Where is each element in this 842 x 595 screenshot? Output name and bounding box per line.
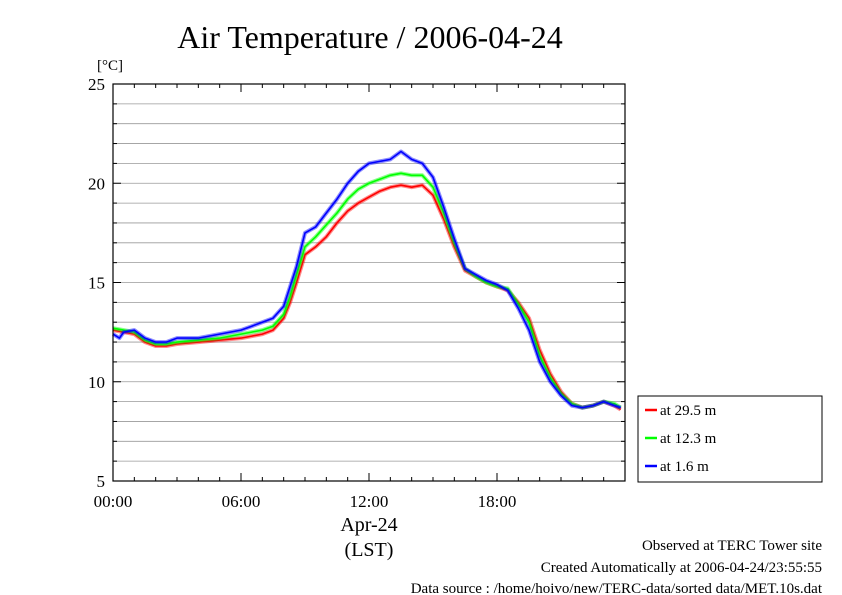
legend-label: at 12.3 m [660, 431, 717, 447]
legend: at 29.5 m at 12.3 m at 1.6 m [637, 395, 823, 483]
axis-ticks: 5 10 15 20 25 00:00 06:00 12:00 18:00 [88, 75, 626, 511]
x-tick-label: 00:00 [94, 492, 133, 511]
footer-created: Created Automatically at 2006-04-24/23:5… [541, 560, 822, 576]
series-line-halo [112, 183, 622, 412]
series-0 [112, 183, 622, 412]
y-axis-unit: [°C] [97, 58, 123, 74]
grid-lines [113, 103, 625, 462]
x-tick-label: 12:00 [350, 492, 389, 511]
series-layer [111, 149, 622, 412]
x-tick-label: 18:00 [478, 492, 517, 511]
y-tick-label: 5 [97, 472, 106, 491]
series-line [112, 184, 622, 411]
series-2 [111, 149, 622, 410]
legend-label: at 1.6 m [660, 459, 709, 475]
y-tick-label: 20 [88, 174, 105, 193]
y-tick-label: 25 [88, 75, 105, 94]
y-tick-label: 15 [88, 274, 105, 293]
legend-box [637, 395, 823, 483]
x-date-label: Apr-24 [340, 514, 397, 536]
footer-site: Observed at TERC Tower site [642, 538, 822, 554]
series-1 [112, 171, 622, 410]
legend-label: at 29.5 m [660, 403, 717, 419]
chart-title: Air Temperature / 2006-04-24 [177, 19, 563, 55]
series-line-halo [111, 149, 622, 410]
series-line [112, 150, 621, 409]
footer-source: Data source : /home/hoivo/new/TERC-data/… [411, 581, 823, 595]
x-tick-label: 06:00 [222, 492, 261, 511]
x-timezone-label: (LST) [345, 539, 394, 561]
series-line [112, 172, 622, 409]
y-tick-label: 10 [88, 373, 105, 392]
